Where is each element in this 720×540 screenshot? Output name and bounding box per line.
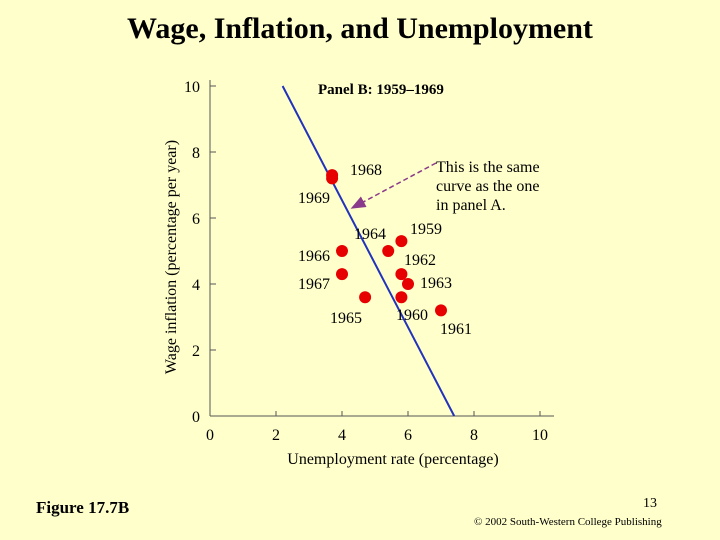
figure-label: Figure 17.7B [36,498,130,517]
curve [281,85,456,417]
data-point-label: 1969 [298,190,330,207]
data-point-1969 [326,172,339,185]
data-point-label: 1965 [330,310,362,327]
data-point-label: 1964 [354,226,386,243]
data-point-1966 [336,245,348,257]
data-point-1959 [395,235,408,248]
data-point-label: 1963 [420,275,452,292]
data-point-label: 1962 [404,252,436,269]
data-points [326,169,447,317]
data-point-1964 [382,245,395,257]
axes [209,80,554,417]
x-tick-label: 2 [272,427,280,444]
x-tick-label: 4 [338,427,346,444]
annotation-text-line: in panel A. [436,197,506,214]
slide-title: Wage, Inflation, and Unemployment [127,12,593,45]
y-tick-label: 8 [192,145,200,162]
annotation-text-line: This is the same [436,159,540,176]
x-tick-label: 0 [206,427,214,444]
data-point-label: 1966 [298,248,330,265]
data-point-1963 [402,278,414,290]
data-point-1967 [336,268,348,281]
x-tick-label: 10 [532,427,548,444]
chart-title: Panel B: 1959–1969 [318,82,444,98]
y-axis-label: Wage inflation (percentage per year) [163,140,180,374]
data-point-label: 1968 [350,162,382,179]
page-number: 13 [643,496,657,511]
data-point-1961 [435,304,447,317]
copyright-notice: © 2002 South-Western College Publishing [474,516,662,528]
annotation-text-line: curve as the one [436,178,540,195]
x-tick-label: 6 [404,427,412,444]
x-axis-label: Unemployment rate (percentage) [287,451,498,468]
y-tick-label: 0 [192,409,200,426]
data-point-label: 1961 [440,321,472,338]
data-point-label: 1959 [410,221,442,238]
y-tick-label: 4 [192,277,200,294]
y-tick-label: 6 [192,211,200,228]
chart-text: 0 2 4 6 8 10 0 2 4 6 8 10 Unemployment rate (percent… [163,79,548,468]
data-point-1962 [395,268,408,281]
y-tick-label: 2 [192,343,200,360]
phillips-curve-line [281,85,456,417]
x-tick-label: 8 [470,427,478,444]
annotation: This is the same curve as the one in panel… [350,159,540,214]
data-point-label: 1967 [298,276,330,293]
data-point-1965 [359,291,372,304]
y-tick-label: 10 [184,79,200,96]
data-point-label: 1960 [396,307,428,324]
data-point-1960 [395,291,408,304]
